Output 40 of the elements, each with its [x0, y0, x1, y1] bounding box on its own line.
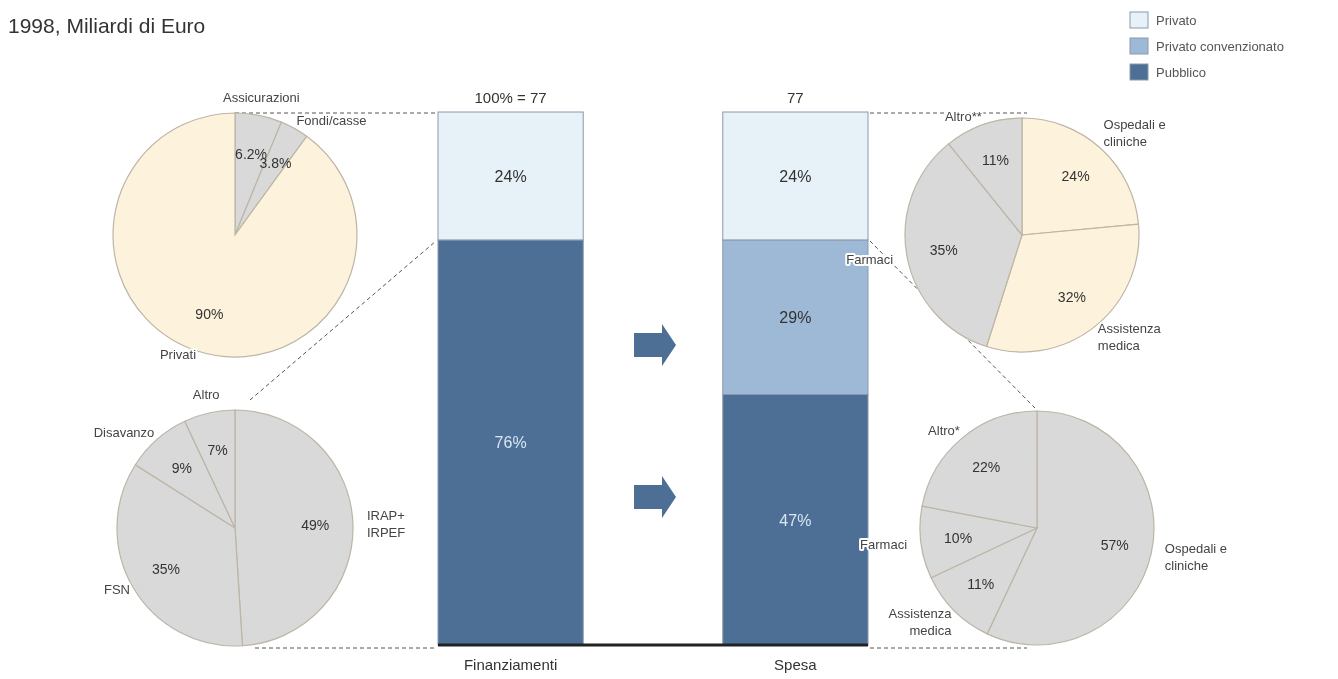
slice-label: Fondi/casse [296, 112, 367, 128]
data-label: 24% [1061, 168, 1090, 185]
slice-label: Ospedali e cliniche [1164, 541, 1227, 574]
data-label: 22% [972, 458, 1001, 475]
data-label: 35% [929, 241, 958, 258]
text: 100% = 77 [474, 89, 547, 106]
slice-label: Altro [192, 387, 220, 403]
data-label: 35% [151, 560, 180, 577]
data-label: 24% [494, 167, 527, 185]
data-label: 11% [967, 576, 995, 593]
legend-label: Privato convenzionato [1156, 39, 1284, 54]
data-label: 9% [171, 459, 193, 476]
text: 1998, Miliardi di Euro [8, 14, 206, 37]
legend-label: Privato [1156, 13, 1197, 28]
slice-label: Disavanzo [93, 424, 155, 440]
data-label: 57% [1100, 537, 1129, 554]
slice-label: Assistenza medica [1097, 321, 1162, 354]
slice-label: Farmaci [846, 252, 894, 268]
slice-label: Assistenza medica [888, 605, 953, 638]
slice-label: FSN [103, 582, 130, 598]
data-label: 29% [779, 309, 812, 327]
data-label: 10% [944, 529, 973, 546]
slice-label: Privati [159, 346, 197, 362]
data-label: 47% [779, 511, 812, 529]
data-label: 90% [195, 305, 224, 322]
legend-label: Pubblico [1156, 65, 1206, 80]
data-label: 76% [494, 434, 527, 452]
slice-label: Assicurazioni [223, 89, 300, 105]
data-label: 7% [207, 441, 228, 458]
data-label: 32% [1057, 288, 1086, 305]
data-label: 24% [779, 167, 812, 185]
slice-label: Ospedali e cliniche [1103, 116, 1166, 149]
data-label: 49% [301, 517, 330, 534]
x-tick-label: Finanziamenti [463, 656, 558, 673]
slice-label: IRAP+ IRPEF [366, 508, 406, 541]
data-label: 11% [982, 151, 1010, 168]
slice-label: Altro* [928, 422, 960, 438]
text: 77 [787, 89, 804, 106]
x-tick-label: Spesa [774, 656, 818, 673]
slice-label: Altro** [944, 108, 982, 124]
